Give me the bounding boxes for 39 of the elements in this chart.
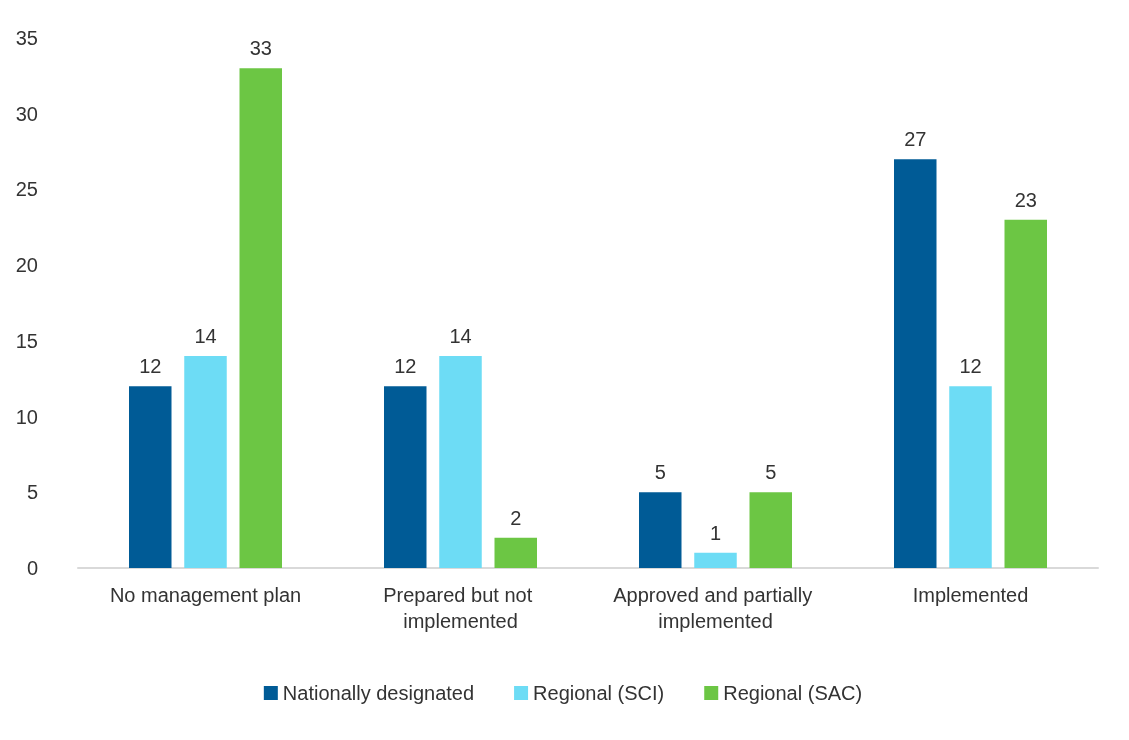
- data-label: 12: [139, 355, 162, 378]
- legend-label: Nationally designated: [282, 682, 475, 704]
- data-label: 23: [1014, 188, 1037, 211]
- legend-label: Regional (SCI): [533, 682, 665, 704]
- bar: [894, 159, 937, 568]
- x-tick-label: Approved and partially implemented: [613, 584, 818, 632]
- bar: [694, 552, 737, 568]
- bar: [639, 492, 682, 568]
- y-tick-label: 15: [15, 329, 38, 352]
- x-tick-label: Implemented: [912, 584, 1029, 606]
- y-tick-label: 30: [15, 102, 38, 125]
- y-tick-label: 10: [15, 405, 38, 428]
- data-label: 5: [654, 461, 666, 484]
- bar: [494, 537, 537, 568]
- bar: [949, 386, 992, 568]
- data-label: 27: [904, 128, 927, 151]
- y-tick-label: 20: [15, 254, 38, 277]
- bar: [1004, 219, 1047, 568]
- bar: [439, 356, 482, 568]
- data-label: 14: [449, 325, 472, 347]
- data-label: 1: [709, 521, 722, 544]
- y-tick-label: 0: [26, 557, 38, 579]
- data-label: 5: [765, 461, 777, 484]
- bar: [749, 492, 792, 568]
- data-label: 12: [959, 355, 982, 378]
- y-tick-label: 35: [15, 27, 38, 49]
- data-label: 14: [194, 325, 217, 347]
- bar: [129, 386, 172, 568]
- legend-label: Regional (SAC): [723, 682, 863, 704]
- y-tick-label: 5: [26, 481, 38, 504]
- data-label: 33: [249, 37, 272, 60]
- data-label: 12: [394, 355, 417, 378]
- data-label: 2: [510, 506, 522, 529]
- y-tick-label: 25: [15, 178, 38, 201]
- bar: [239, 68, 282, 568]
- x-tick-label: No management plan: [109, 584, 302, 606]
- bar: [384, 386, 427, 568]
- bar: [184, 356, 227, 568]
- x-tick-label: Prepared but not implemented: [383, 584, 538, 632]
